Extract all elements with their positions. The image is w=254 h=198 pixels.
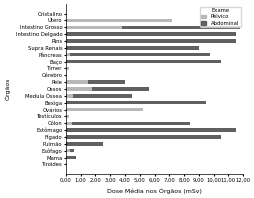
Bar — [71, 122, 189, 125]
Bar — [66, 156, 76, 159]
Bar — [66, 67, 69, 70]
Bar — [66, 46, 198, 50]
Bar — [121, 26, 239, 29]
Bar — [73, 94, 132, 98]
Bar — [66, 129, 235, 132]
Bar — [66, 142, 102, 146]
Bar — [88, 80, 124, 84]
Bar — [66, 32, 235, 36]
Y-axis label: Órgãos: Órgãos — [4, 78, 10, 100]
Bar — [66, 122, 71, 125]
Bar — [66, 87, 92, 91]
Bar — [66, 94, 73, 98]
Bar — [66, 26, 121, 29]
Bar — [66, 115, 69, 118]
Bar — [66, 53, 69, 56]
Bar — [66, 135, 220, 139]
Bar — [66, 149, 69, 152]
Bar — [92, 87, 148, 91]
Legend: Pélvico, Abdominal: Pélvico, Abdominal — [199, 7, 240, 27]
X-axis label: Dose Média nos Órgãos (mSv): Dose Média nos Órgãos (mSv) — [107, 188, 201, 194]
Bar — [66, 108, 142, 111]
Bar — [66, 101, 205, 104]
Bar — [69, 53, 209, 56]
Bar — [66, 60, 220, 63]
Bar — [66, 80, 88, 84]
Bar — [66, 39, 235, 43]
Bar — [66, 19, 172, 22]
Bar — [69, 149, 74, 152]
